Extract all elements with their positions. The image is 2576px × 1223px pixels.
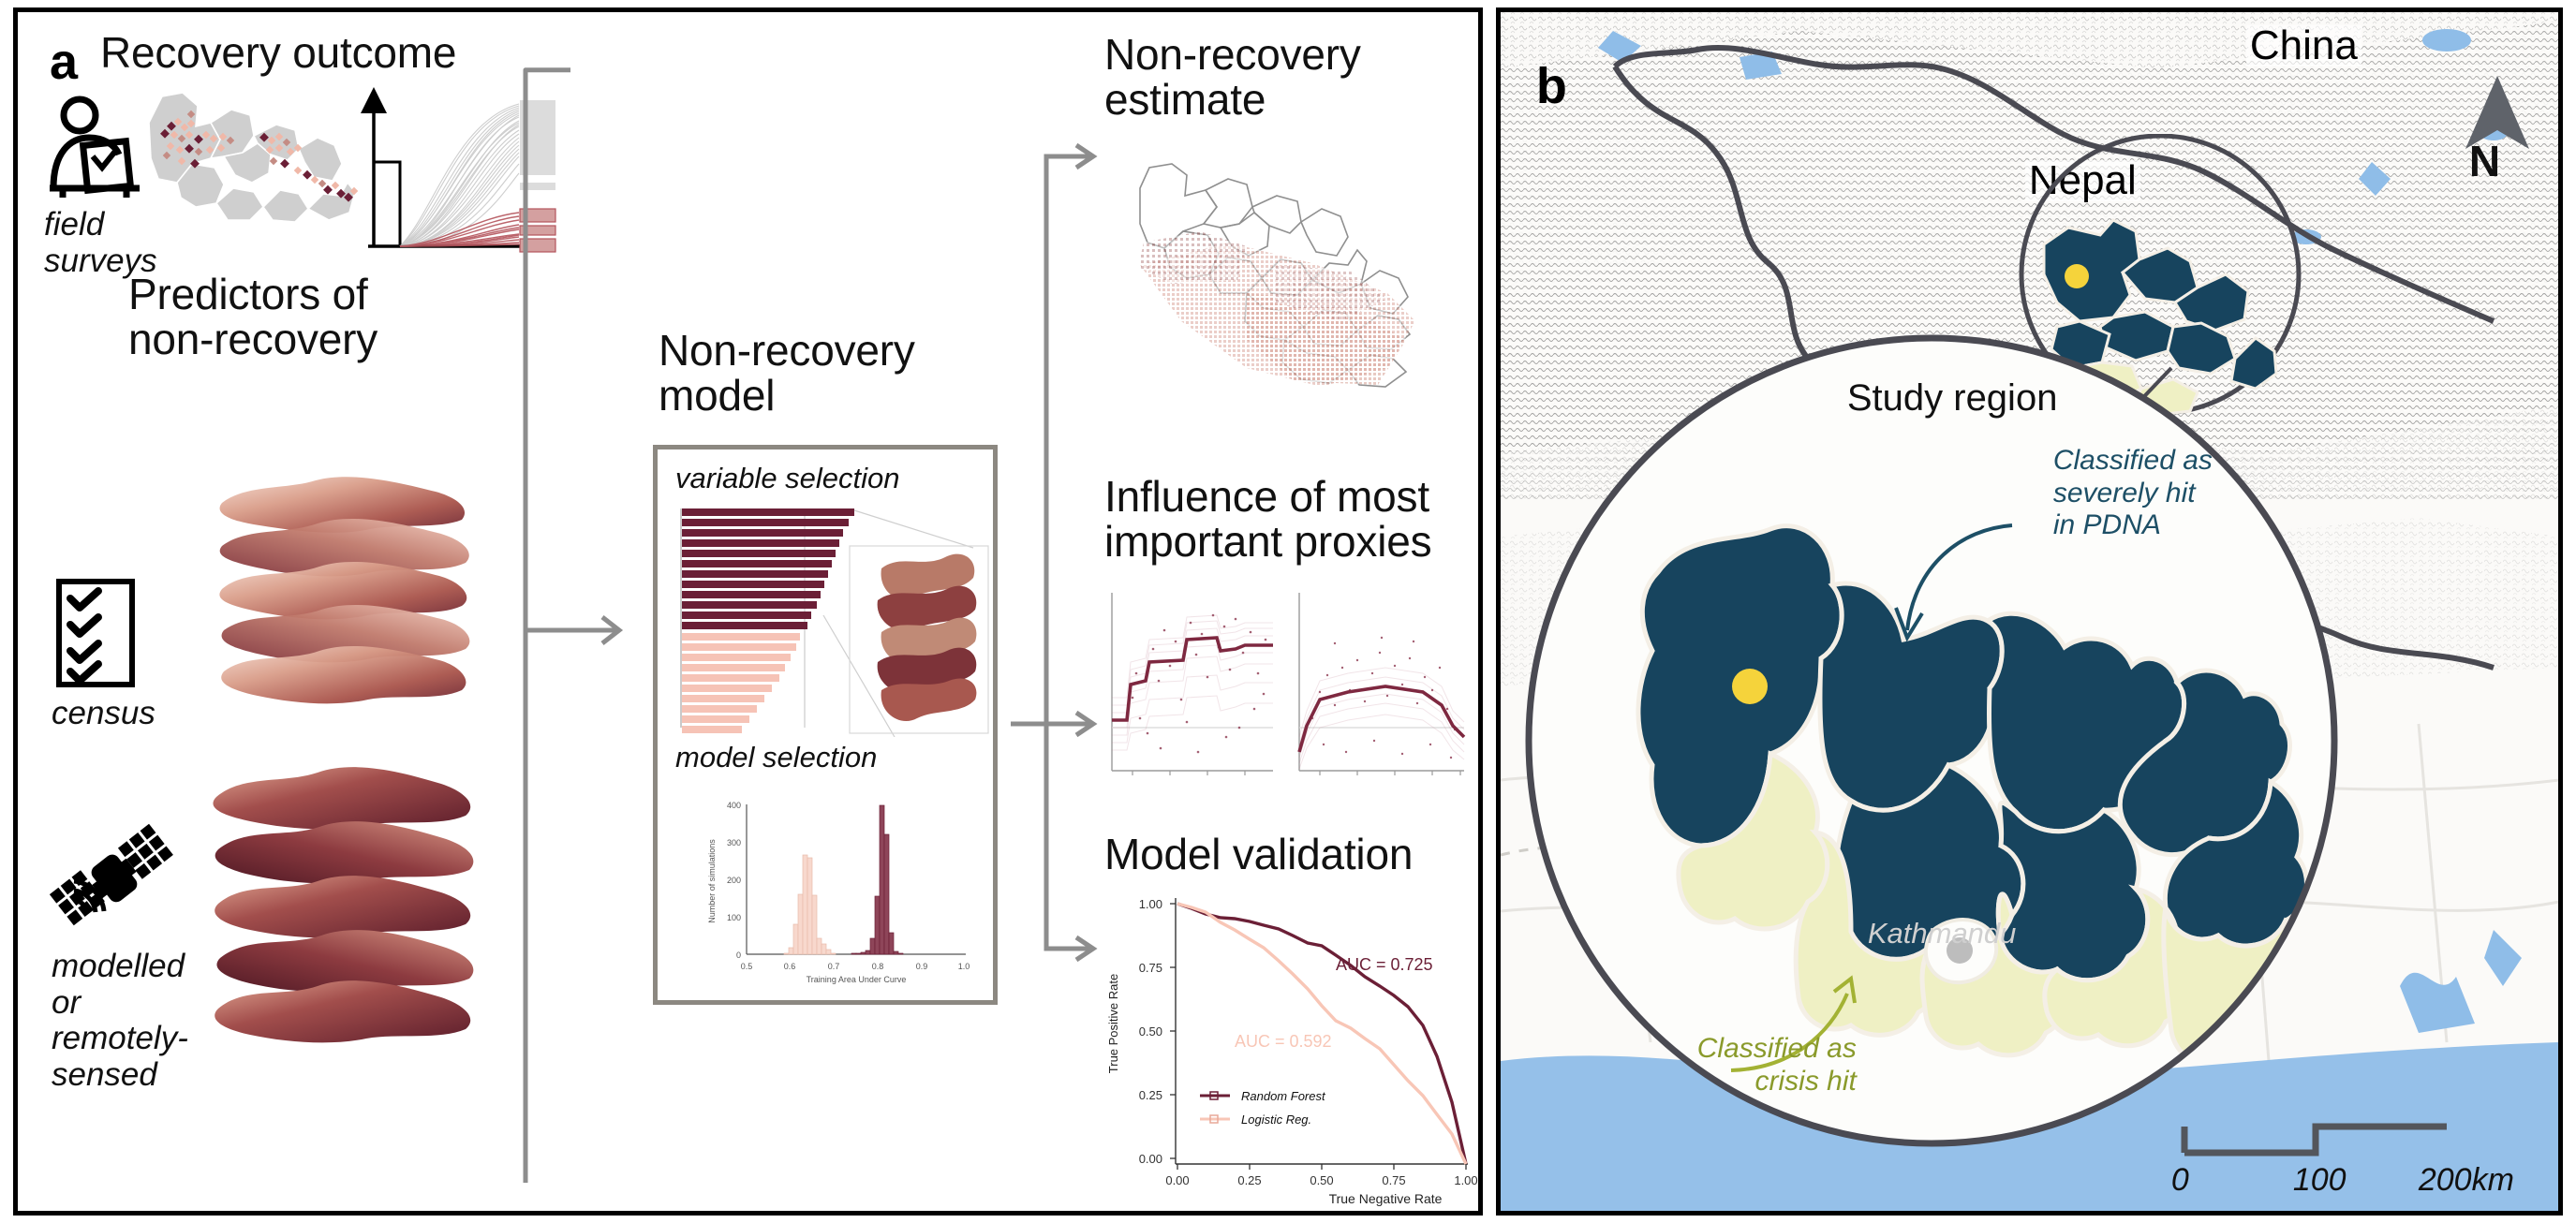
panel-a: a Recovery outcome field surveys xyxy=(13,7,1483,1216)
svg-text:0.25: 0.25 xyxy=(1139,1088,1162,1102)
recovery-outcome-map xyxy=(130,78,364,237)
svg-text:1.0: 1.0 xyxy=(958,962,970,971)
svg-text:0.50: 0.50 xyxy=(1310,1173,1333,1187)
roc-legend-item-rf: Random Forest xyxy=(1241,1089,1326,1103)
panel-a-letter: a xyxy=(50,34,79,90)
model-selection-chart: 400 300 200 100 0 Number of simulations 0.5… xyxy=(702,788,971,986)
scale-tick-0: 0 xyxy=(2170,1162,2189,1198)
remote-sensing-label: modelled or remotely- sensed xyxy=(52,948,188,1093)
panel-b: China Nepal India N xyxy=(1495,7,2563,1216)
heading-influence: Influence of most important proxies xyxy=(1104,472,1432,566)
panel-b-letter: b xyxy=(1535,58,1567,114)
roc-ylabel: True Positive Rate xyxy=(1106,974,1120,1073)
field-survey-icon xyxy=(44,95,147,207)
svg-text:200: 200 xyxy=(727,876,741,885)
annotation-crisis-hit: Classified as crisis hit xyxy=(1696,1033,1857,1097)
svg-text:0.25: 0.25 xyxy=(1237,1173,1261,1187)
roc-legend: Random Forest Logistic Reg. xyxy=(1200,1089,1326,1127)
auc-lr-label: AUC = 0.592 xyxy=(1235,1032,1332,1051)
heading-validation: Model validation xyxy=(1104,830,1414,878)
svg-text:1.00: 1.00 xyxy=(1139,897,1162,911)
auc-rf-label: AUC = 0.725 xyxy=(1336,955,1433,974)
svg-text:0.00: 0.00 xyxy=(1139,1152,1162,1166)
annotation-kathmandu: Kathmandu xyxy=(1867,917,2017,950)
heading-nonrecovery-estimate: Non-recovery estimate xyxy=(1104,30,1361,124)
inset-title: Study region xyxy=(1846,377,2058,419)
epicenter-dot xyxy=(1731,669,1768,704)
predictor-raster-stack-remote xyxy=(201,761,482,1052)
variable-selection-chart xyxy=(664,503,990,737)
svg-text:0.9: 0.9 xyxy=(916,962,928,971)
svg-text:100: 100 xyxy=(727,913,741,922)
svg-text:0.7: 0.7 xyxy=(828,962,840,971)
study-region-inset xyxy=(1525,334,2338,1147)
svg-text:Training Area Under Curve: Training Area Under Curve xyxy=(807,975,907,984)
field-survey-label: field surveys xyxy=(44,206,157,279)
roc-curve-logistic-reg xyxy=(1177,902,1468,1165)
checklist-icon xyxy=(55,578,136,693)
svg-text:0.8: 0.8 xyxy=(872,962,884,971)
partial-dependence-charts xyxy=(1104,587,1472,795)
predictor-raster-stack-census xyxy=(205,471,477,705)
inputs-to-model-connector xyxy=(523,67,624,1183)
model-selection-label: model selection xyxy=(675,741,878,774)
svg-text:Number of simulations: Number of simulations xyxy=(707,839,717,923)
svg-text:0.75: 0.75 xyxy=(1139,961,1162,975)
scale-bar xyxy=(2181,1123,2447,1157)
kathmandu-dot xyxy=(1946,937,1973,964)
svg-text:300: 300 xyxy=(727,838,741,847)
svg-text:1.00: 1.00 xyxy=(1454,1173,1477,1187)
variable-selection-label: variable selection xyxy=(675,462,900,494)
model-output-arrows xyxy=(1011,142,1098,963)
roc-chart: True Positive Rate 1.00 0.75 0.50 0.25 0.00… xyxy=(1104,883,1478,1209)
svg-text:0.5: 0.5 xyxy=(741,962,753,971)
satellite-icon xyxy=(46,823,177,940)
svg-text:0: 0 xyxy=(736,950,741,960)
heading-recovery-outcome: Recovery outcome xyxy=(100,28,457,77)
severely-hit-arrow xyxy=(1893,523,2012,642)
census-label: census xyxy=(52,695,155,731)
svg-text:400: 400 xyxy=(727,801,741,810)
svg-text:0.6: 0.6 xyxy=(784,962,796,971)
roc-legend-item-lr: Logistic Reg. xyxy=(1241,1112,1311,1127)
recovery-trajectory-chart xyxy=(355,80,570,258)
heading-model: Non-recovery model xyxy=(659,326,915,420)
scale-tick-100: 100 xyxy=(2292,1162,2347,1198)
svg-text:0.50: 0.50 xyxy=(1139,1024,1162,1039)
roc-xlabel: True Negative Rate xyxy=(1329,1191,1443,1206)
nonrecovery-estimate-map xyxy=(1106,153,1462,434)
model-box xyxy=(653,445,998,1005)
svg-text:0.75: 0.75 xyxy=(1382,1173,1405,1187)
roc-curve-random-forest xyxy=(1177,902,1468,1165)
compass-north-label: N xyxy=(2468,137,2501,185)
label-china: China xyxy=(2245,25,2361,66)
heading-predictors: Predictors of non-recovery xyxy=(128,270,378,363)
annotation-severely-hit: Classified as severely hit in PDNA xyxy=(2052,445,2213,540)
crisis-hit-arrow xyxy=(1730,975,1857,1072)
scale-tick-200: 200km xyxy=(2418,1162,2514,1198)
north-arrow-icon xyxy=(2465,76,2529,149)
svg-text:0.00: 0.00 xyxy=(1165,1173,1189,1187)
